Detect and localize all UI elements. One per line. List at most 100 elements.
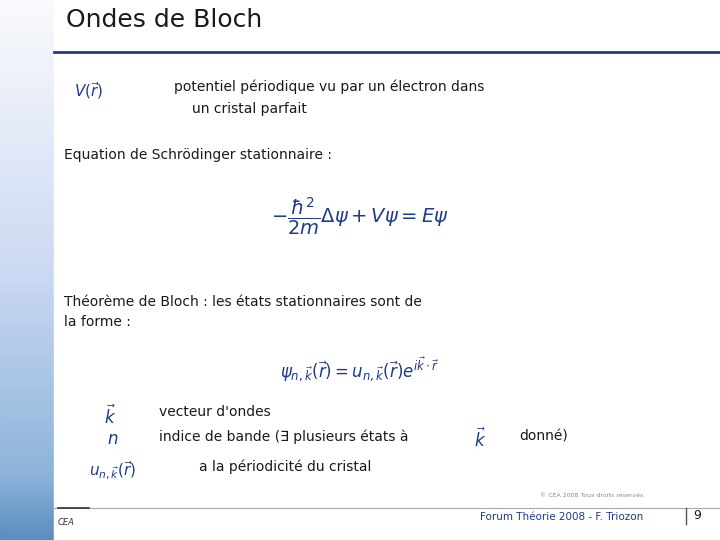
Bar: [0, 537, 54, 540]
Bar: [0, 472, 54, 475]
Bar: [0, 413, 54, 416]
Bar: [0, 94, 54, 97]
Bar: [0, 0, 54, 3]
Bar: [0, 191, 54, 194]
Bar: [0, 283, 54, 286]
Bar: [0, 456, 54, 459]
Bar: [0, 458, 54, 462]
Bar: [0, 153, 54, 157]
Bar: [0, 205, 54, 208]
Bar: [0, 291, 54, 294]
Bar: [0, 421, 54, 424]
Bar: [0, 35, 54, 38]
Bar: [0, 237, 54, 240]
Bar: [0, 434, 54, 437]
Bar: [0, 407, 54, 410]
Bar: [0, 313, 54, 316]
Bar: [0, 318, 54, 321]
Bar: [0, 240, 54, 243]
Bar: [0, 161, 54, 165]
Text: $V(\vec{r})$: $V(\vec{r})$: [74, 80, 103, 101]
Bar: [0, 526, 54, 529]
Bar: [0, 26, 54, 30]
Text: $\vec{k}$: $\vec{k}$: [104, 405, 116, 428]
Bar: [0, 2, 54, 5]
Bar: [0, 207, 54, 211]
Bar: [0, 261, 54, 265]
Bar: [0, 13, 54, 16]
Bar: [0, 59, 54, 62]
Bar: [0, 8, 54, 11]
Bar: [0, 134, 54, 138]
Bar: [0, 399, 54, 402]
Text: a la périodicité du cristal: a la périodicité du cristal: [199, 460, 372, 475]
Bar: [0, 294, 54, 297]
Bar: [0, 170, 54, 173]
Bar: [0, 286, 54, 289]
Bar: [0, 83, 54, 86]
Bar: [0, 529, 54, 532]
Bar: [0, 97, 54, 100]
Bar: [0, 323, 54, 327]
Bar: [0, 375, 54, 378]
Bar: [0, 129, 54, 132]
Bar: [0, 51, 54, 54]
Bar: [0, 521, 54, 524]
Bar: [0, 496, 54, 500]
Text: 9: 9: [693, 509, 701, 522]
Bar: [0, 453, 54, 456]
Bar: [0, 272, 54, 275]
Bar: [0, 485, 54, 489]
Text: Théorème de Bloch : les états stationnaires sont de: Théorème de Bloch : les états stationnai…: [64, 295, 422, 309]
Bar: [0, 469, 54, 472]
Bar: [0, 89, 54, 92]
Bar: [0, 10, 54, 14]
Bar: [0, 91, 54, 94]
Bar: [0, 475, 54, 478]
Bar: [0, 307, 54, 310]
Bar: [0, 348, 54, 351]
Text: Equation de Schrödinger stationnaire :: Equation de Schrödinger stationnaire :: [64, 148, 332, 162]
Bar: [0, 429, 54, 432]
Text: un cristal parfait: un cristal parfait: [192, 102, 307, 116]
Bar: [0, 337, 54, 340]
Bar: [0, 305, 54, 308]
Bar: [0, 110, 54, 113]
Bar: [0, 210, 54, 213]
Bar: [0, 299, 54, 302]
Bar: [0, 302, 54, 305]
Text: Ondes de Bloch: Ondes de Bloch: [66, 8, 262, 32]
Bar: [0, 356, 54, 359]
Bar: [0, 140, 54, 143]
Bar: [0, 269, 54, 273]
Bar: [0, 180, 54, 184]
Bar: [0, 431, 54, 435]
Bar: [0, 502, 54, 505]
Text: $\psi_{n,\vec{k}}(\vec{r}) = u_{n,\vec{k}}(\vec{r})e^{i\vec{k}\cdot\vec{r}}$: $\psi_{n,\vec{k}}(\vec{r}) = u_{n,\vec{k…: [280, 355, 440, 383]
Bar: [0, 121, 54, 124]
Bar: [0, 369, 54, 373]
Bar: [0, 296, 54, 300]
Text: Forum Théorie 2008 - F. Triozon: Forum Théorie 2008 - F. Triozon: [480, 512, 643, 522]
Bar: [0, 518, 54, 521]
Bar: [0, 364, 54, 367]
Bar: [0, 367, 54, 370]
Bar: [0, 442, 54, 446]
Bar: [0, 151, 54, 154]
Bar: [0, 394, 54, 397]
Bar: [0, 259, 54, 262]
Bar: [0, 415, 54, 418]
Bar: [0, 183, 54, 186]
Bar: [0, 345, 54, 348]
Bar: [0, 275, 54, 278]
Bar: [0, 534, 54, 537]
Bar: [0, 461, 54, 464]
Text: CEA: CEA: [58, 518, 75, 527]
Bar: [0, 388, 54, 392]
Bar: [0, 256, 54, 259]
Bar: [0, 40, 54, 43]
Bar: [0, 199, 54, 202]
Bar: [0, 167, 54, 170]
Bar: [0, 423, 54, 427]
Bar: [0, 361, 54, 365]
